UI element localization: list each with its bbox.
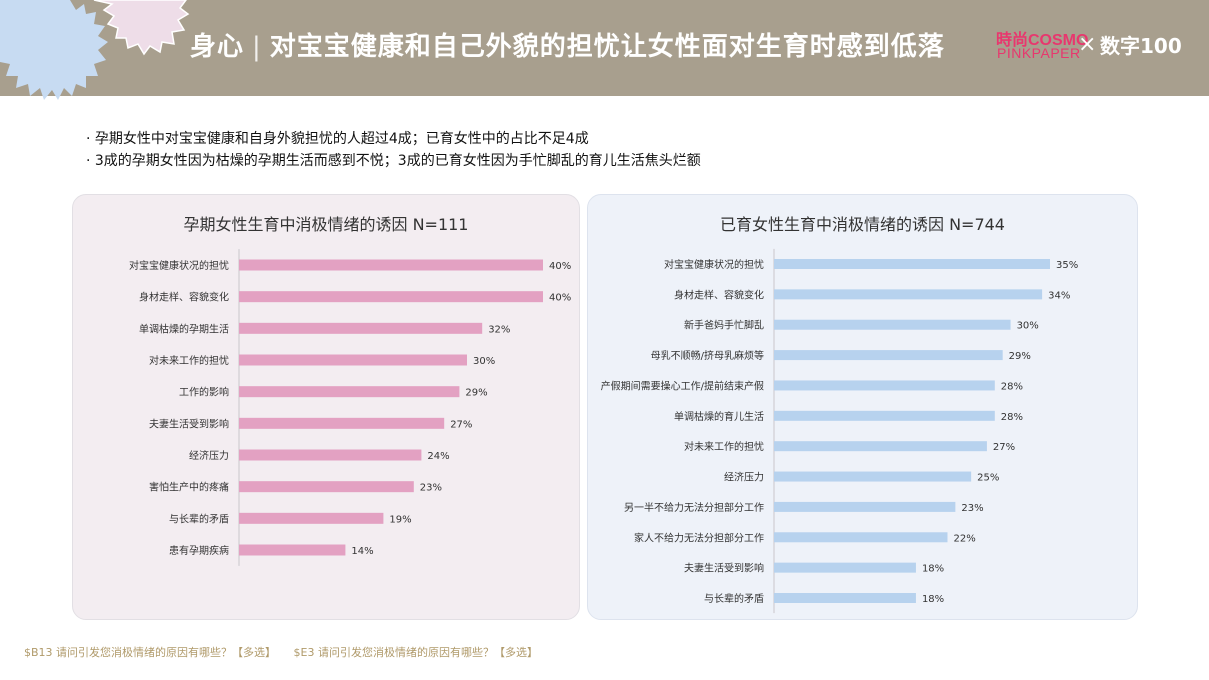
footnote-right: $E3 请问引发您消极情绪的原因有哪些？【多选】	[293, 646, 538, 659]
footer-notes: $B13 请问引发您消极情绪的原因有哪些？【多选】 $E3 请问引发您消极情绪的…	[24, 644, 538, 660]
pinkpaper-logo: PINKPAPER	[997, 45, 1081, 61]
value-label: 22%	[953, 533, 975, 544]
value-label: 30%	[1017, 321, 1039, 332]
bar	[239, 417, 445, 429]
bar	[774, 259, 1050, 269]
category-label: 对未来工作的担忧	[684, 440, 764, 453]
value-label: 18%	[922, 594, 944, 605]
category-label: 母乳不顺畅/挤母乳麻烦等	[651, 349, 764, 362]
bar	[774, 380, 995, 391]
header-banner: 身心 | 对宝宝健康和自己外貌的担忧让女性面对生育时感到低落 時尚COSMO PIN…	[0, 0, 1209, 100]
bar	[239, 449, 422, 461]
bullet-item: · 3成的孕期女性因为枯燥的孕期生活而感到不悦；3成的已育女性因为手忙脚乱的育儿…	[86, 153, 701, 169]
value-label: 14%	[351, 546, 373, 557]
decorative-stars	[0, 0, 190, 100]
bar	[774, 410, 995, 421]
bar	[239, 386, 460, 398]
bar	[239, 354, 467, 366]
bar	[774, 501, 956, 512]
category-label: 夫妻生活受到影响	[684, 562, 764, 575]
value-label: 35%	[1056, 260, 1078, 271]
category-label: 害怕生产中的疼痛	[149, 481, 229, 494]
value-label: 24%	[427, 451, 449, 462]
cosmo-logo: 時尚COSMO	[996, 32, 1089, 49]
value-label: 32%	[488, 324, 510, 335]
category-label: 身材走样、容貌变化	[674, 288, 764, 301]
bar-chart-pregnant: 对宝宝健康状况的担忧 40% 身材走样、容貌变化 40% 单调枯燥的孕期生活 32% 对未来…	[129, 249, 571, 566]
value-label: 27%	[450, 419, 472, 430]
bar	[774, 593, 916, 603]
category-label: 工作的影响	[179, 386, 229, 399]
category-label: 另一半不给力无法分担部分工作	[624, 501, 764, 514]
value-label: 23%	[420, 483, 442, 494]
category-label: 与长辈的矛盾	[169, 512, 229, 525]
bullet-item: · 孕期女性中对宝宝健康和自身外貌担忧的人超过4成；已育女性中的占比不足4成	[86, 131, 589, 147]
category-label: 患有孕期疾病	[169, 544, 229, 557]
category-label: 对宝宝健康状况的担忧	[129, 259, 229, 272]
value-label: 23%	[961, 503, 983, 514]
value-label: 29%	[1009, 351, 1031, 362]
category-label: 经济压力	[189, 449, 229, 462]
value-label: 40%	[549, 293, 571, 304]
bar	[774, 471, 972, 482]
category-label: 产假期间需要操心工作/提前结束产假	[601, 379, 764, 392]
category-label: 经济压力	[724, 471, 764, 484]
value-label: 34%	[1048, 290, 1070, 301]
value-label: 18%	[922, 564, 944, 575]
value-label: 40%	[549, 261, 571, 272]
value-label: 28%	[1001, 412, 1023, 423]
bar	[239, 291, 543, 303]
title-main: 身心	[190, 32, 245, 62]
category-label: 新手爸妈手忙脚乱	[684, 319, 764, 332]
chart-panel-mothers: 已育女性生育中消极情绪的诱因 N=744 对宝宝健康状况的担忧 35% 身材走样、容…	[587, 194, 1138, 620]
value-label: 29%	[465, 388, 487, 399]
bar	[239, 512, 384, 524]
value-label: 27%	[993, 442, 1015, 453]
title-subtitle: 对宝宝健康和自己外貌的担忧让女性面对生育时感到低落	[269, 32, 945, 62]
category-label: 对宝宝健康状况的担忧	[664, 258, 764, 271]
value-label: 19%	[389, 514, 411, 525]
summary-bullets: · 孕期女性中对宝宝健康和自身外貌担忧的人超过4成；已育女性中的占比不足4成 ·…	[86, 128, 701, 172]
chart-title: 已育女性生育中消极情绪的诱因 N=744	[719, 215, 1005, 234]
category-label: 对未来工作的担忧	[149, 354, 229, 367]
chart-panel-pregnant: 孕期女性生育中消极情绪的诱因 N=111 对宝宝健康状况的担忧 40% 身材走样、容…	[72, 194, 580, 620]
bar	[239, 544, 346, 556]
category-label: 单调枯燥的孕期生活	[139, 322, 229, 335]
chart-title: 孕期女性生育中消极情绪的诱因 N=111	[183, 215, 469, 234]
bar	[774, 289, 1043, 300]
bar	[774, 350, 1003, 361]
value-label: 25%	[977, 473, 999, 484]
category-label: 与长辈的矛盾	[704, 592, 764, 605]
bar	[239, 481, 414, 493]
bar	[774, 319, 1011, 330]
blue-star-shape	[0, 0, 108, 100]
bar	[774, 441, 987, 452]
shuzi100-logo: 数字100	[1100, 34, 1182, 58]
footnote-left: $B13 请问引发您消极情绪的原因有哪些？【多选】	[24, 646, 277, 659]
value-label: 28%	[1001, 381, 1023, 392]
bar-chart-mothers: 对宝宝健康状况的担忧 35% 身材走样、容貌变化 34% 新手爸妈手忙脚乱 30% 母乳不顺…	[601, 248, 1078, 614]
logo-cross: ×	[1078, 32, 1097, 57]
value-label: 30%	[473, 356, 495, 367]
bar	[239, 322, 483, 334]
bar	[239, 259, 543, 271]
category-label: 夫妻生活受到影响	[149, 417, 229, 430]
bar	[774, 532, 948, 543]
page-title: 身心 | 对宝宝健康和自己外貌的担忧让女性面对生育时感到低落	[190, 26, 945, 63]
category-label: 单调枯燥的育儿生活	[674, 410, 764, 423]
pink-star-shape	[93, 0, 190, 56]
category-label: 家人不给力无法分担部分工作	[634, 531, 764, 544]
bar	[774, 562, 916, 573]
title-separator: |	[252, 32, 262, 62]
category-label: 身材走样、容貌变化	[139, 291, 229, 304]
